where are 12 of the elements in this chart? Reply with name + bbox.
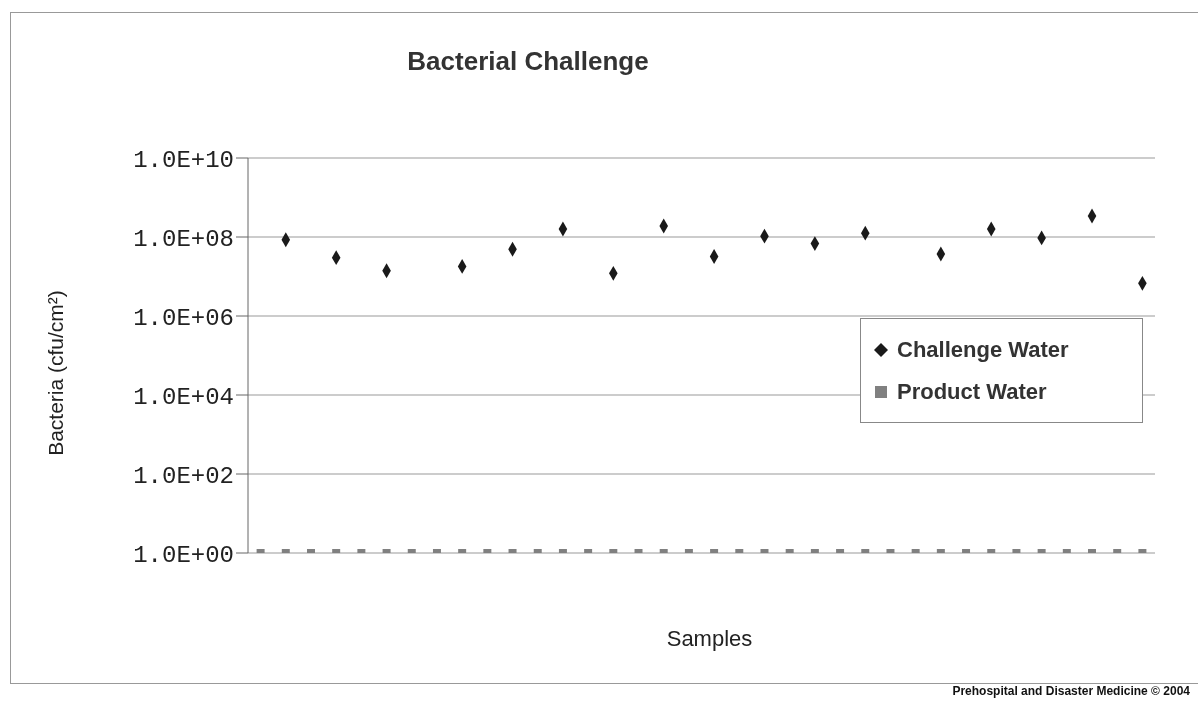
legend-label: Product Water [897,379,1047,405]
y-tick-label: 1.0E+00 [133,541,234,569]
y-tick-label: 1.0E+10 [133,146,234,174]
x-axis-title: Samples [665,626,754,652]
y-tick-label: 1.0E+02 [133,462,234,490]
y-tick-label: 1.0E+08 [133,225,234,253]
y-axis-title: Bacteria (cfu/cm²) [44,290,68,456]
y-tick-label: 1.0E+06 [133,304,234,332]
chart-title: Bacterial Challenge [406,46,650,77]
y-tick-label: 1.0E+04 [133,383,234,411]
legend-label: Challenge Water [897,337,1069,363]
text: Prehospital and Disaster Medicine © 2004 [952,684,1190,698]
